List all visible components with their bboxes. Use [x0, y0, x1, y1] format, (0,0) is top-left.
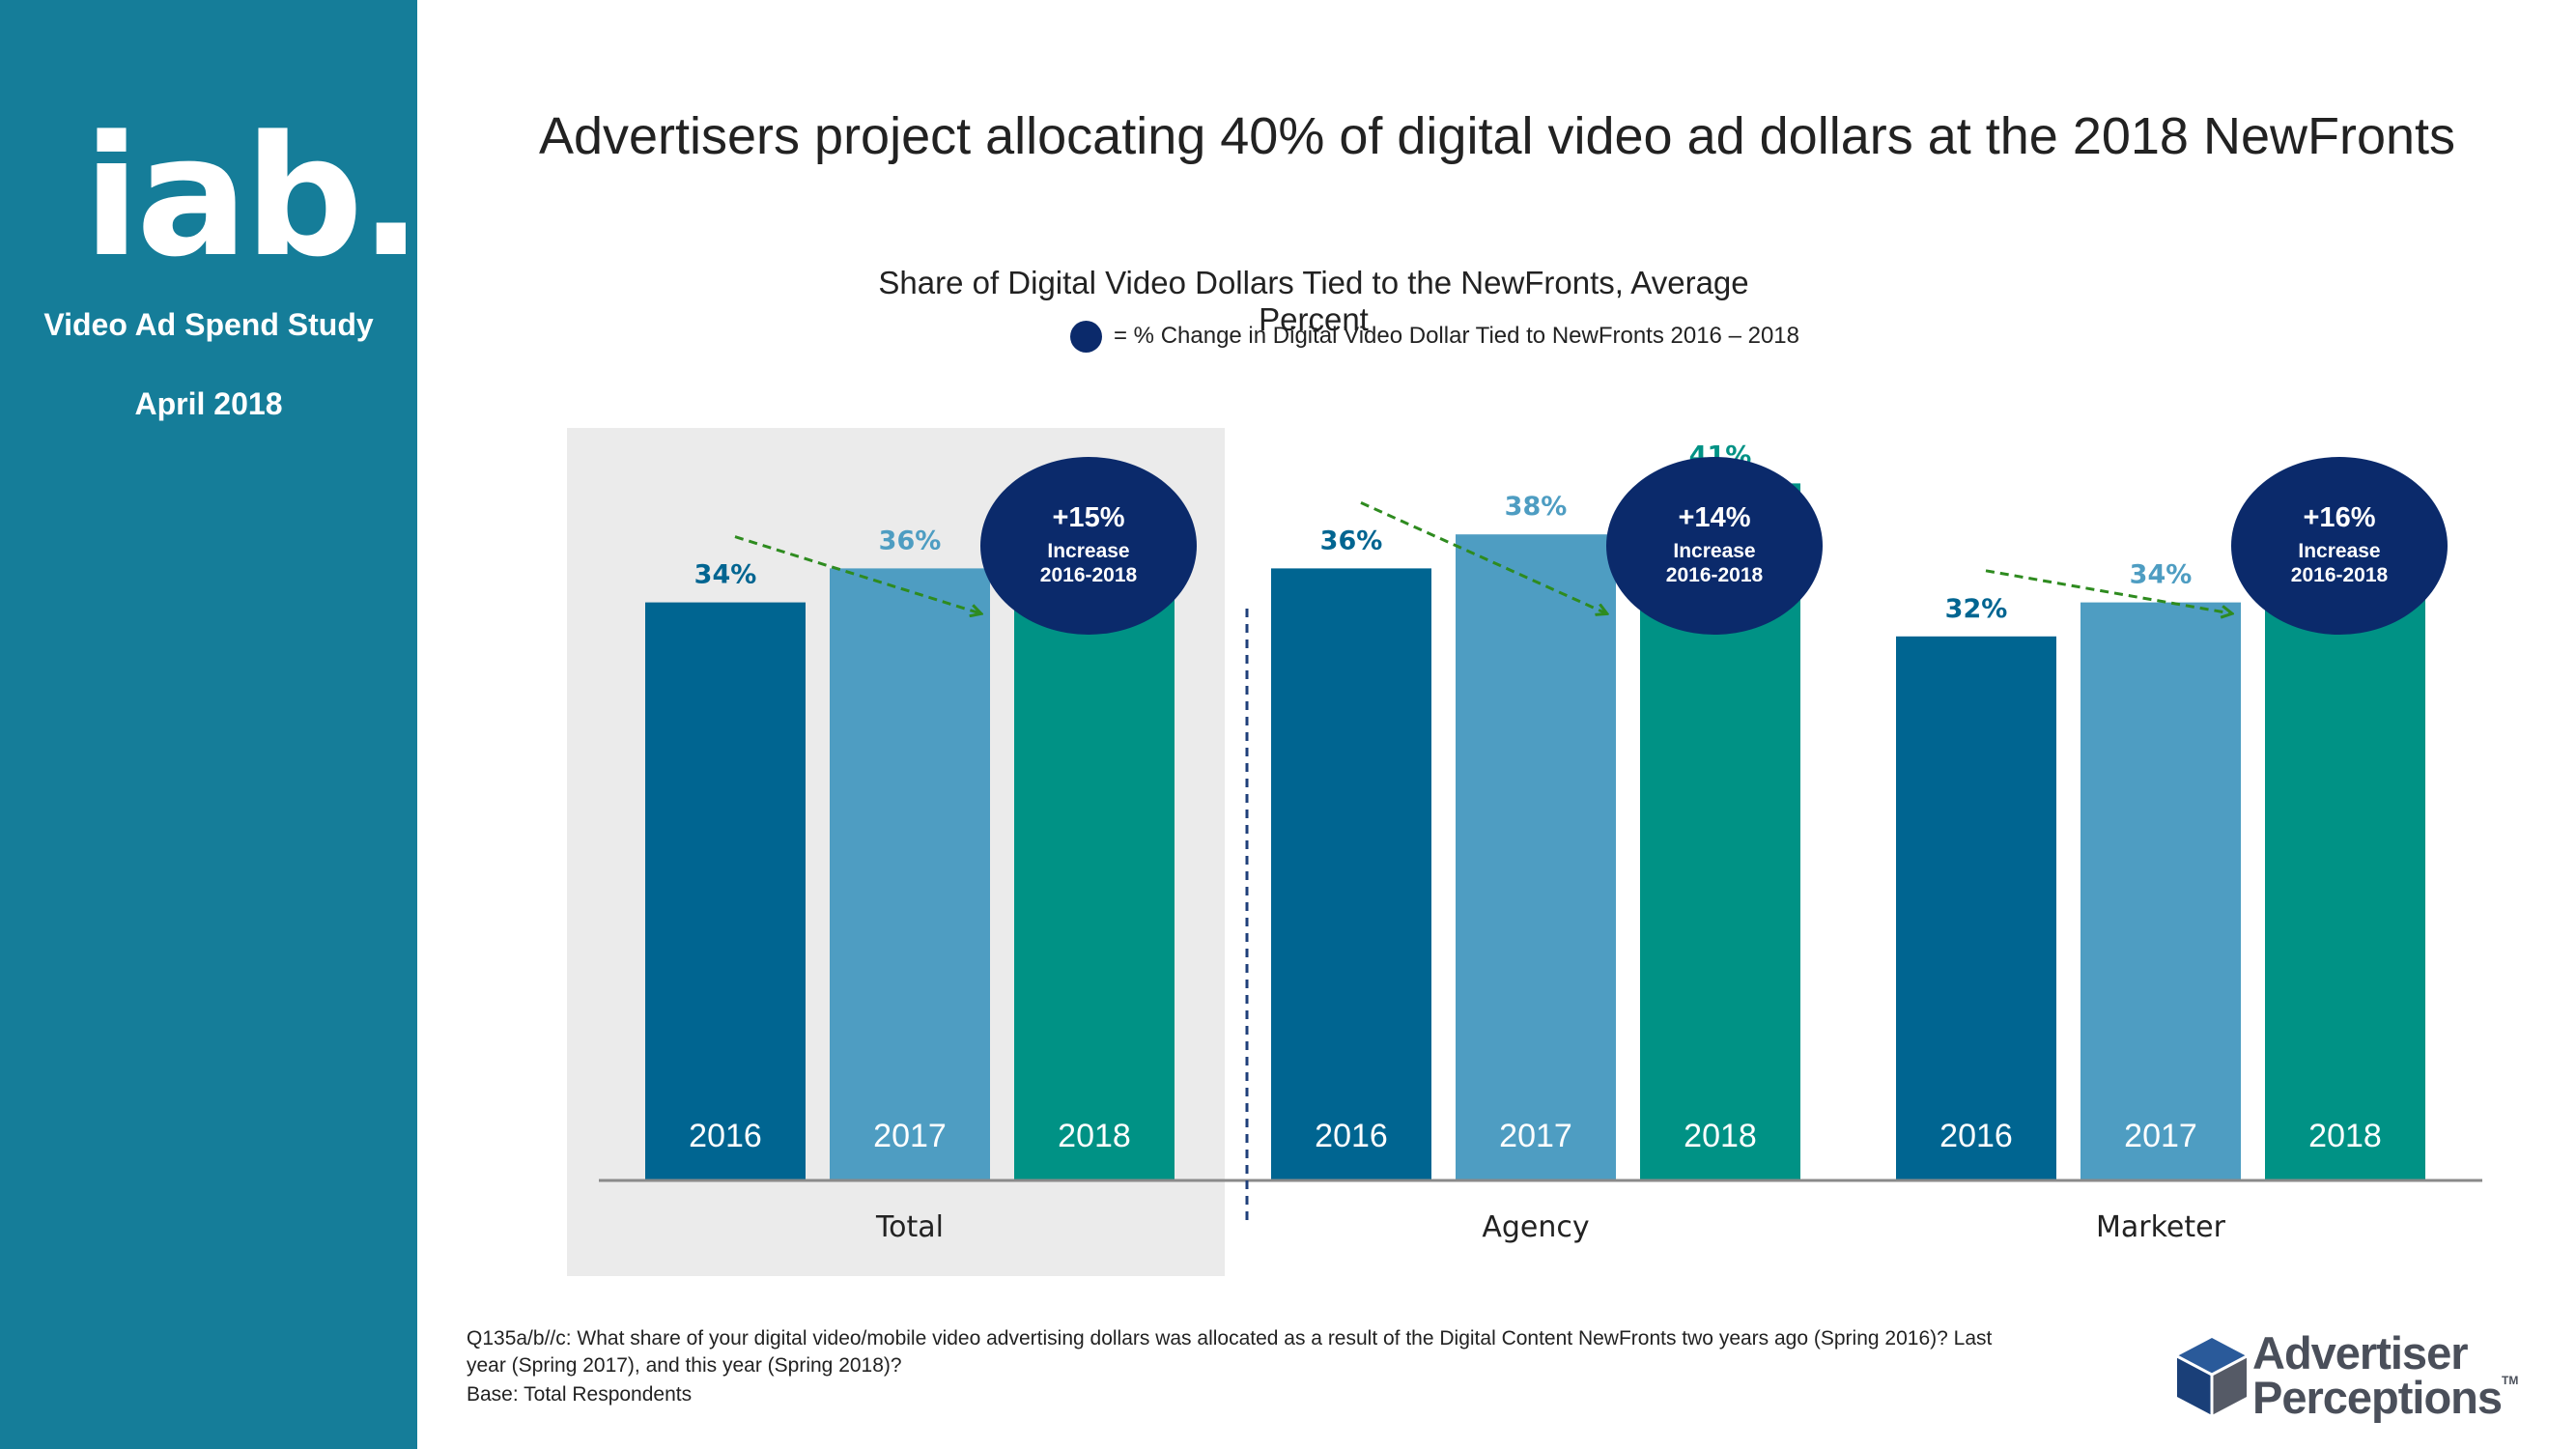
year-label-agency-2018: 2018: [1684, 1118, 1757, 1154]
value-label-marketer-2017: 34%: [2130, 560, 2193, 590]
legend-dot-icon: [1070, 320, 1102, 353]
page-title: Advertisers project allocating 40% of di…: [538, 107, 2456, 165]
change-period-marketer: 2016-2018: [2291, 564, 2389, 586]
iab-logo: iab.: [83, 99, 422, 294]
change-value-marketer: +16%: [2304, 502, 2376, 533]
year-label-agency-2016: 2016: [1315, 1118, 1388, 1154]
value-label-agency-2016: 36%: [1320, 526, 1383, 555]
advertiser-perceptions-logo: Advertiser PerceptionsTM: [2252, 1327, 2519, 1424]
year-label-marketer-2017: 2017: [2124, 1118, 2197, 1154]
footnote-question: Q135a/b//c: What share of your digital v…: [467, 1327, 1993, 1378]
year-label-agency-2017: 2017: [1499, 1118, 1572, 1154]
bar-marketer-2016: [1896, 636, 2056, 1180]
change-period-agency: 2016-2018: [1666, 564, 1764, 586]
sidebar: iab. Video Ad Spend Study April 2018: [0, 0, 422, 1449]
change-value-total: +15%: [1053, 502, 1125, 533]
trend-arrow-marketer: [1985, 569, 2231, 613]
trend-arrow-agency: [1360, 501, 1606, 613]
brand-line-1: Advertiser: [2252, 1327, 2469, 1378]
category-label-marketer: Marketer: [2096, 1210, 2226, 1244]
change-bubble-total: [980, 457, 1197, 635]
legend-text: = % Change in Digital Video Dollar Tied …: [1114, 323, 1799, 349]
year-label-total-2016: 2016: [689, 1118, 762, 1154]
change-period-total: 2016-2018: [1040, 564, 1138, 586]
category-label-agency: Agency: [1482, 1210, 1589, 1244]
change-bubble-agency: [1606, 457, 1823, 635]
bar-marketer-2017: [2081, 602, 2241, 1180]
year-label-total-2018: 2018: [1058, 1118, 1131, 1154]
change-bubble-marketer: [2231, 457, 2448, 635]
bar-agency-2016: [1271, 568, 1431, 1180]
change-label-marketer: Increase: [2298, 540, 2380, 562]
category-label-total: Total: [875, 1210, 944, 1244]
brand-tm: TM: [2502, 1374, 2519, 1388]
study-name: Video Ad Spend Study: [43, 307, 374, 342]
bar-total-2017: [830, 568, 990, 1180]
change-label-agency: Increase: [1673, 540, 1755, 562]
value-label-marketer-2016: 32%: [1945, 594, 2008, 624]
value-label-total-2017: 36%: [879, 526, 942, 555]
brand-line-2: Perceptions: [2252, 1372, 2503, 1424]
legend: = % Change in Digital Video Dollar Tied …: [1070, 319, 1799, 354]
study-date: April 2018: [134, 386, 283, 421]
change-label-total: Increase: [1047, 540, 1129, 562]
year-label-total-2017: 2017: [873, 1118, 947, 1154]
bar-agency-2017: [1456, 534, 1616, 1180]
year-label-marketer-2018: 2018: [2308, 1118, 2382, 1154]
chart-title: Share of Digital Video Dollars Tied to t…: [878, 265, 1749, 337]
bar-total-2016: [645, 602, 806, 1180]
value-label-total-2016: 34%: [694, 560, 757, 590]
year-label-marketer-2016: 2016: [1939, 1118, 2013, 1154]
advertiser-perceptions-cube-icon: [2176, 1338, 2248, 1415]
change-value-agency: +14%: [1679, 502, 1751, 533]
footnote-base: Base: Total Respondents: [467, 1383, 693, 1406]
value-label-agency-2017: 38%: [1505, 492, 1568, 522]
bar-marketer-2018: [2265, 551, 2425, 1180]
